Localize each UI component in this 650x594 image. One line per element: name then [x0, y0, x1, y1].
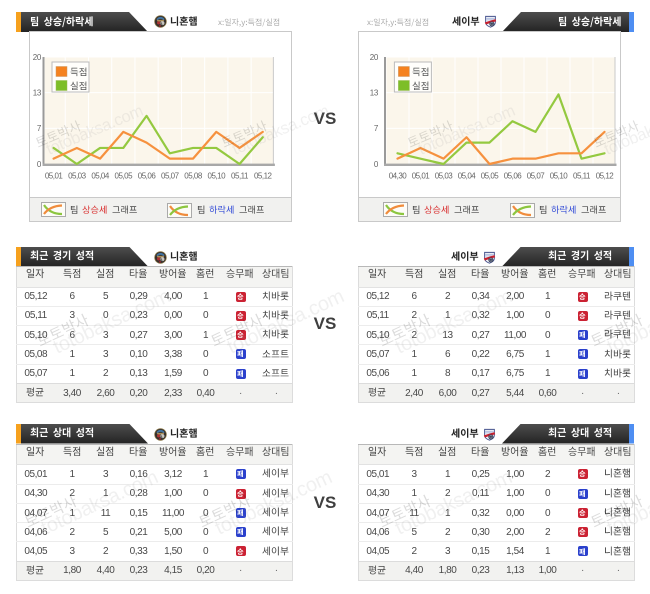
svg-text:totobaksa.com: totobaksa.com: [392, 466, 516, 539]
svg-text:05,06: 05,06: [138, 172, 157, 181]
svg-text:05,10: 05,10: [550, 172, 569, 181]
svg-text:05,04: 05,04: [91, 172, 110, 181]
svg-text:04,30: 04,30: [389, 172, 408, 181]
svg-text:20: 20: [370, 53, 379, 62]
svg-text:0: 0: [374, 160, 379, 169]
svg-text:totobaksa.com: totobaksa.com: [416, 102, 518, 159]
svg-text:05,01: 05,01: [45, 172, 64, 181]
svg-text:05,12: 05,12: [596, 172, 615, 181]
svg-text:totobaksa.com: totobaksa.com: [224, 285, 348, 358]
svg-text:05,03: 05,03: [435, 172, 454, 181]
svg-text:05,07: 05,07: [527, 172, 546, 181]
svg-text:7: 7: [37, 124, 42, 133]
svg-text:13: 13: [33, 88, 42, 97]
svg-text:totobaksa.com: totobaksa.com: [392, 285, 516, 358]
svg-text:05,12: 05,12: [254, 172, 273, 181]
svg-text:05,05: 05,05: [115, 172, 134, 181]
svg-text:13: 13: [370, 88, 379, 97]
svg-text:totobaksa.com: totobaksa.com: [212, 466, 336, 539]
svg-text:05,03: 05,03: [68, 172, 87, 181]
svg-text:totobaksa.com: totobaksa.com: [230, 102, 332, 159]
svg-text:05,08: 05,08: [184, 172, 203, 181]
svg-text:05,11: 05,11: [231, 172, 249, 181]
svg-text:05,10: 05,10: [208, 172, 227, 181]
svg-text:05,05: 05,05: [481, 172, 500, 181]
svg-text:totobaksa.com: totobaksa.com: [602, 102, 650, 159]
svg-text:20: 20: [33, 53, 42, 62]
svg-text:05,11: 05,11: [573, 172, 591, 181]
svg-text:totobaksa.com: totobaksa.com: [44, 102, 146, 159]
svg-text:05,06: 05,06: [504, 172, 523, 181]
svg-text:05,04: 05,04: [458, 172, 477, 181]
svg-text:05,01: 05,01: [412, 172, 431, 181]
svg-text:05,07: 05,07: [161, 172, 180, 181]
svg-text:totobaksa.com: totobaksa.com: [50, 285, 174, 358]
svg-text:totobaksa.com: totobaksa.com: [38, 466, 162, 539]
svg-text:7: 7: [374, 124, 379, 133]
svg-text:0: 0: [37, 160, 42, 169]
